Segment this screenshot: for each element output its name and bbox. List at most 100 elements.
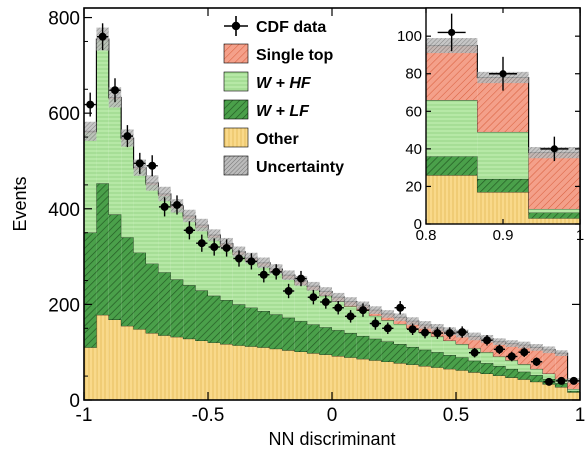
bar-other-bin-4 bbox=[133, 329, 146, 400]
bar-single-top-bin-2 bbox=[528, 152, 580, 209]
legend-item-cdf-data: CDF data bbox=[224, 16, 326, 36]
bar-other-bin-38 bbox=[555, 387, 568, 400]
x-tick-label-2: 1 bbox=[576, 227, 584, 244]
legend-label-single-top: Single top bbox=[256, 47, 334, 64]
data-point-33 bbox=[495, 345, 504, 354]
bar-w-hf-bin-29 bbox=[443, 340, 456, 356]
data-point-32 bbox=[483, 336, 491, 345]
bar-w-lf-bin-12 bbox=[232, 304, 246, 346]
bar-other-bin-15 bbox=[270, 348, 283, 400]
uncertainty-band-bin-31 bbox=[468, 332, 481, 341]
bar-other-bin-20 bbox=[332, 356, 345, 400]
bar-w-hf-bin-39 bbox=[567, 389, 580, 391]
bar-w-hf-bin-15 bbox=[270, 272, 283, 315]
data-point-0 bbox=[86, 100, 95, 109]
bar-w-lf-bin-0 bbox=[84, 232, 97, 348]
bar-other-bin-21 bbox=[344, 357, 357, 400]
legend-swatch-other bbox=[223, 127, 249, 148]
uncertainty-band-bin-16 bbox=[282, 270, 295, 281]
y-tick-label-3: 60 bbox=[405, 103, 422, 120]
data-point-2 bbox=[550, 145, 558, 153]
uncertainty-band-bin-8 bbox=[183, 209, 196, 223]
bar-other-bin-33 bbox=[493, 375, 506, 400]
bar-w-hf-bin-7 bbox=[170, 207, 184, 280]
bar-w-lf-bin-35 bbox=[518, 371, 531, 380]
bar-other-bin-30 bbox=[456, 370, 469, 400]
data-point-22 bbox=[359, 306, 367, 315]
bar-w-lf-bin-34 bbox=[505, 368, 518, 378]
x-axis-title: NN discriminant bbox=[268, 429, 395, 449]
bar-other-bin-0 bbox=[84, 347, 97, 400]
bar-w-hf-bin-6 bbox=[158, 195, 171, 273]
legend-label-cdf-data: CDF data bbox=[256, 19, 326, 36]
bar-w-lf-bin-25 bbox=[394, 344, 407, 364]
data-point-5 bbox=[148, 161, 157, 170]
bar-w-lf-bin-0 bbox=[426, 156, 478, 176]
bar-w-lf-bin-11 bbox=[220, 300, 233, 345]
bar-w-lf-bin-30 bbox=[456, 357, 469, 371]
legend-swatch-w-lf bbox=[223, 99, 249, 120]
data-point-29 bbox=[445, 329, 454, 338]
data-point-37 bbox=[545, 377, 553, 386]
data-point-38 bbox=[557, 376, 566, 385]
bar-single-top-bin-0 bbox=[426, 45, 478, 101]
data-point-30 bbox=[458, 328, 467, 337]
bar-other-bin-9 bbox=[195, 340, 208, 400]
data-point-26 bbox=[408, 325, 417, 334]
bar-w-hf-bin-25 bbox=[394, 323, 407, 345]
y-tick-label-2: 400 bbox=[48, 200, 80, 221]
bar-w-hf-bin-37 bbox=[542, 373, 556, 379]
bar-w-hf-bin-2 bbox=[108, 98, 122, 215]
data-point-4 bbox=[135, 159, 144, 168]
data-point-11 bbox=[222, 243, 231, 252]
data-point-3 bbox=[123, 132, 132, 141]
legend-item-w-hf: W + HF bbox=[223, 71, 312, 92]
bar-other-bin-27 bbox=[418, 366, 432, 400]
data-point-25 bbox=[396, 303, 405, 312]
data-point-35 bbox=[520, 348, 529, 357]
bar-w-hf-bin-30 bbox=[456, 344, 469, 358]
y-tick-label-4: 800 bbox=[48, 9, 80, 30]
x-tick-label-0: 0.8 bbox=[416, 227, 437, 244]
bar-w-lf-bin-13 bbox=[245, 307, 258, 347]
uncertainty-band-bin-38 bbox=[555, 350, 568, 357]
y-tick-label-5: 100 bbox=[397, 28, 422, 45]
bar-other-bin-22 bbox=[356, 358, 370, 400]
uncertainty-band-bin-19 bbox=[319, 287, 332, 296]
bar-w-lf-bin-39 bbox=[567, 390, 580, 393]
bar-w-hf-bin-26 bbox=[406, 328, 419, 347]
bar-other-bin-11 bbox=[220, 344, 233, 400]
bar-w-hf-bin-33 bbox=[493, 356, 506, 367]
bar-w-lf-bin-23 bbox=[369, 338, 382, 361]
data-point-8 bbox=[185, 226, 194, 235]
data-point-34 bbox=[507, 352, 516, 361]
data-point-7 bbox=[173, 200, 181, 209]
bar-w-lf-bin-24 bbox=[381, 341, 394, 362]
uncertainty-band-bin-23 bbox=[369, 306, 382, 314]
bar-other-bin-24 bbox=[381, 361, 394, 400]
bar-other-bin-12 bbox=[232, 345, 246, 400]
uncertainty-band-bin-9 bbox=[195, 218, 208, 232]
bar-w-lf-bin-21 bbox=[344, 333, 357, 358]
bar-w-hf-bin-32 bbox=[480, 352, 494, 364]
bar-w-lf-bin-5 bbox=[146, 263, 159, 334]
bar-w-lf-bin-22 bbox=[356, 335, 370, 359]
uncertainty-band-bin-6 bbox=[158, 186, 171, 202]
uncertainty-band-bin-25 bbox=[394, 313, 407, 322]
inset-histogram: 0.8 0.9 1 0 20 40 60 80 100 bbox=[397, 7, 584, 244]
data-point-28 bbox=[433, 329, 442, 338]
data-point-1 bbox=[499, 70, 507, 78]
data-point-36 bbox=[532, 357, 541, 366]
data-point-31 bbox=[470, 348, 479, 357]
uncertainty-band-bin-0 bbox=[84, 121, 97, 141]
bar-single-top-bin-30 bbox=[456, 333, 469, 345]
bar-other-bin-36 bbox=[530, 381, 543, 400]
legend-item-w-lf: W + LF bbox=[223, 99, 310, 120]
bar-w-lf-bin-1 bbox=[477, 178, 529, 193]
data-point-6 bbox=[160, 202, 169, 211]
bar-w-lf-bin-26 bbox=[406, 346, 419, 365]
bar-w-lf-bin-29 bbox=[443, 355, 456, 369]
bar-other-bin-2 bbox=[528, 218, 580, 224]
bar-w-hf-bin-0 bbox=[426, 100, 478, 157]
